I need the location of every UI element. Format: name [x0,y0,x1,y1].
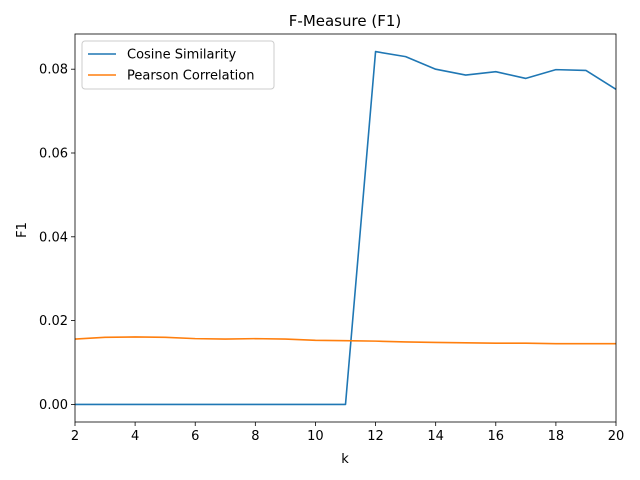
x-tick-label: 6 [191,429,199,444]
legend: Cosine Similarity Pearson Correlation [81,40,275,90]
y-axis: 0.00 0.02 0.04 0.06 0.08 [39,63,75,413]
y-tick-label: 0.02 [39,314,68,329]
series-layer [75,50,616,406]
x-tick-label: 16 [488,429,505,444]
plot-frame [74,33,617,423]
series-line-2 [75,336,616,345]
legend-label: Pearson Correlation [127,69,254,84]
y-tick-label: 0.00 [39,398,68,413]
x-tick-label: 18 [548,429,565,444]
y-tick-label: 0.04 [39,230,68,245]
x-tick-label: 10 [307,429,324,444]
legend-label: Cosine Similarity [127,48,237,63]
x-axis-label: k [341,452,349,467]
y-tick-label: 0.08 [39,63,68,78]
y-tick-label: 0.06 [39,146,68,161]
x-tick-label: 20 [608,429,625,444]
x-tick-label: 12 [367,429,384,444]
x-axis: 2 4 6 8 10 12 14 16 18 20 [71,422,624,444]
series-line-1 [75,50,616,406]
y-axis-label: F1 [15,222,30,238]
x-tick-label: 8 [251,429,259,444]
legend-box [81,40,275,90]
chart-title: F-Measure (F1) [289,12,401,30]
x-tick-label: 14 [427,429,444,444]
x-tick-label: 2 [71,429,79,444]
x-tick-label: 4 [131,429,139,444]
